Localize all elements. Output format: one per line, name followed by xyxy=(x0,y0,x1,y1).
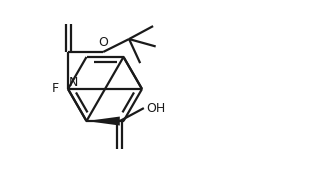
Text: N: N xyxy=(68,77,78,90)
Text: F: F xyxy=(51,82,58,96)
Text: O: O xyxy=(98,36,108,49)
Text: OH: OH xyxy=(146,102,165,115)
Polygon shape xyxy=(87,117,120,125)
